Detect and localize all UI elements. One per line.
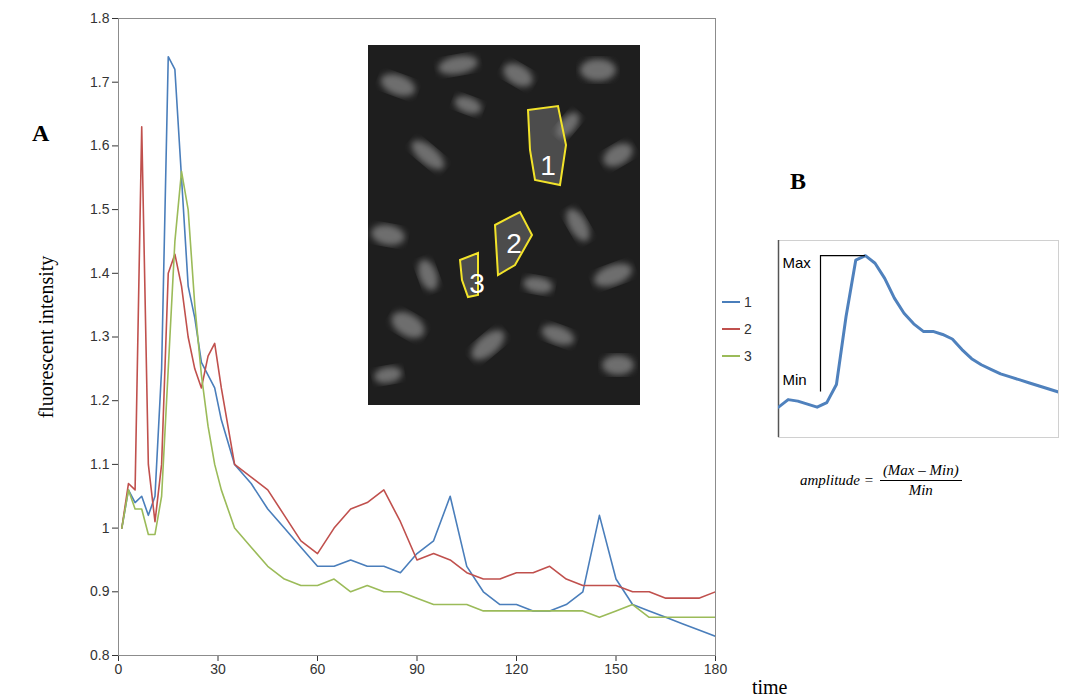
svg-text:120: 120 (505, 661, 529, 677)
svg-text:1.4: 1.4 (90, 265, 110, 281)
html-text:A: A (32, 120, 50, 146)
svg-text:1.2: 1.2 (90, 392, 110, 408)
html-text:(Max – Min): (Max – Min) (882, 462, 959, 478)
svg-text:time: time (752, 676, 788, 698)
svg-text:Min: Min (783, 371, 807, 388)
html-text:Min: Min (908, 482, 933, 498)
html-text:B: B (790, 168, 806, 194)
svg-text:Max: Max (783, 254, 812, 271)
svg-text:150: 150 (604, 661, 628, 677)
svg-text:2: 2 (506, 228, 522, 259)
svg-text:1.3: 1.3 (90, 328, 110, 344)
svg-text:30: 30 (210, 661, 226, 677)
svg-text:1.6: 1.6 (90, 137, 110, 153)
svg-text:fluorescent intensity: fluorescent intensity (35, 256, 58, 419)
svg-text:1.5: 1.5 (90, 201, 110, 217)
svg-text:0: 0 (115, 661, 123, 677)
html-text:3: 3 (744, 347, 752, 364)
svg-text:1.1: 1.1 (90, 456, 110, 472)
html-text:2: 2 (744, 320, 752, 337)
svg-text:1.8: 1.8 (90, 10, 110, 26)
svg-text:3: 3 (469, 268, 485, 299)
html-text:1: 1 (744, 293, 752, 310)
svg-text:1: 1 (540, 150, 556, 181)
svg-text:60: 60 (310, 661, 326, 677)
svg-text:180: 180 (704, 661, 728, 677)
svg-text:1: 1 (102, 520, 110, 536)
svg-text:1.7: 1.7 (90, 74, 110, 90)
svg-text:0.8: 0.8 (90, 647, 110, 663)
svg-text:90: 90 (409, 661, 425, 677)
svg-text:0.9: 0.9 (90, 583, 110, 599)
html-text:amplitude =: amplitude = (800, 472, 874, 488)
